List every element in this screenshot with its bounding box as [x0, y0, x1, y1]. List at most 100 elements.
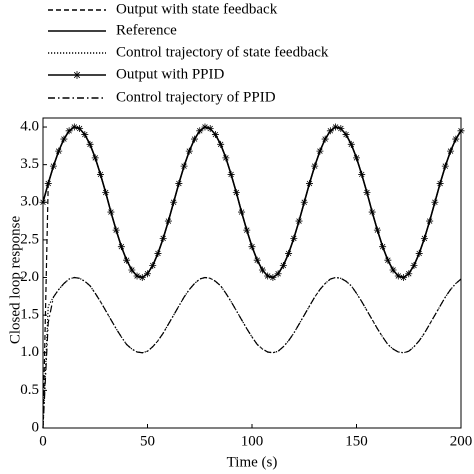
star-marker — [39, 198, 47, 206]
star-marker — [436, 179, 444, 187]
star-marker — [400, 274, 408, 282]
legend-label: Control trajectory of state feedback — [116, 44, 329, 60]
y-tick-label: 3.0 — [20, 194, 39, 210]
star-marker — [185, 147, 193, 155]
series-line — [42, 126, 462, 279]
star-marker — [384, 256, 392, 264]
y-tick-label: 1.0 — [20, 344, 39, 360]
star-marker — [112, 226, 120, 234]
star-marker — [164, 217, 172, 225]
star-marker — [60, 135, 68, 143]
star-marker — [128, 266, 136, 274]
star-marker — [274, 270, 282, 278]
star-marker — [211, 131, 219, 139]
star-marker — [154, 249, 162, 257]
y-tick-label: 0.5 — [20, 382, 39, 398]
legend-label: Control trajectory of PPID — [116, 89, 276, 105]
star-marker — [123, 256, 131, 264]
y-tick-label: 3.5 — [20, 156, 39, 172]
star-marker — [76, 125, 84, 133]
star-marker — [138, 274, 146, 282]
star-marker — [347, 140, 355, 148]
star-marker — [363, 188, 371, 196]
star-marker — [457, 127, 465, 135]
star-marker — [107, 208, 115, 216]
star-marker — [96, 170, 104, 178]
star-marker — [389, 266, 397, 274]
star-marker — [248, 243, 256, 251]
star-marker — [379, 243, 387, 251]
star-marker — [91, 154, 99, 162]
star-marker — [144, 270, 151, 278]
x-tick-label: 0 — [39, 433, 47, 449]
star-marker — [149, 261, 157, 269]
star-marker — [373, 226, 381, 234]
star-marker — [300, 198, 308, 206]
star-marker — [285, 249, 293, 257]
star-marker — [452, 135, 460, 143]
star-marker — [159, 234, 167, 242]
y-tick-label: 1.5 — [20, 307, 39, 323]
star-marker — [206, 125, 214, 133]
star-marker — [332, 123, 340, 131]
star-marker — [70, 123, 78, 131]
star-marker — [405, 270, 413, 278]
x-tick-label: 150 — [345, 433, 368, 449]
star-marker — [232, 188, 240, 196]
y-tick-label: 2.5 — [20, 231, 39, 247]
star-marker — [170, 198, 178, 206]
star-marker — [410, 261, 418, 269]
y-tick-label: 4.0 — [20, 118, 39, 134]
star-marker — [44, 179, 52, 187]
x-tick-label: 50 — [140, 433, 155, 449]
series-line — [42, 276, 462, 429]
legend-marker — [73, 71, 81, 79]
star-marker — [264, 272, 272, 280]
star-marker — [368, 208, 376, 216]
x-tick-label: 100 — [241, 433, 264, 449]
legend-label: Reference — [116, 22, 177, 38]
x-tick-label: 200 — [450, 433, 473, 449]
star-marker — [431, 198, 439, 206]
star-marker — [447, 147, 455, 155]
x-axis-label: Time (s) — [227, 454, 278, 470]
star-marker — [180, 162, 188, 170]
y-tick-label: 0 — [32, 419, 40, 435]
star-marker — [441, 162, 449, 170]
star-marker — [86, 140, 94, 148]
y-tick-label: 2.0 — [20, 269, 39, 285]
legend-label: Output with PPID — [116, 66, 225, 82]
series-line — [42, 276, 462, 429]
star-marker — [316, 147, 324, 155]
star-marker — [394, 272, 402, 280]
star-marker — [295, 217, 303, 225]
legend-label: Output with state feedback — [116, 1, 278, 17]
y-axis-label: Closed loop response — [7, 216, 23, 345]
star-marker — [311, 162, 319, 170]
star-marker — [258, 266, 266, 274]
star-marker — [196, 127, 204, 135]
star-marker — [81, 131, 89, 139]
star-marker — [133, 272, 141, 280]
star-marker — [420, 234, 428, 242]
star-marker — [217, 140, 225, 148]
star-marker — [253, 256, 261, 264]
star-marker — [222, 154, 230, 162]
star-marker — [353, 154, 360, 162]
star-marker — [238, 208, 246, 216]
star-marker — [337, 125, 345, 133]
star-marker — [55, 147, 63, 155]
star-marker — [243, 226, 251, 234]
star-marker — [269, 274, 277, 282]
star-marker — [227, 170, 235, 178]
star-marker — [415, 249, 423, 257]
star-marker — [279, 261, 287, 269]
star-marker — [49, 162, 57, 170]
star-marker — [201, 123, 209, 131]
star-marker — [65, 127, 73, 135]
star-marker — [191, 135, 199, 143]
star-marker — [358, 170, 366, 178]
series-line — [42, 126, 462, 279]
star-marker — [326, 127, 334, 135]
